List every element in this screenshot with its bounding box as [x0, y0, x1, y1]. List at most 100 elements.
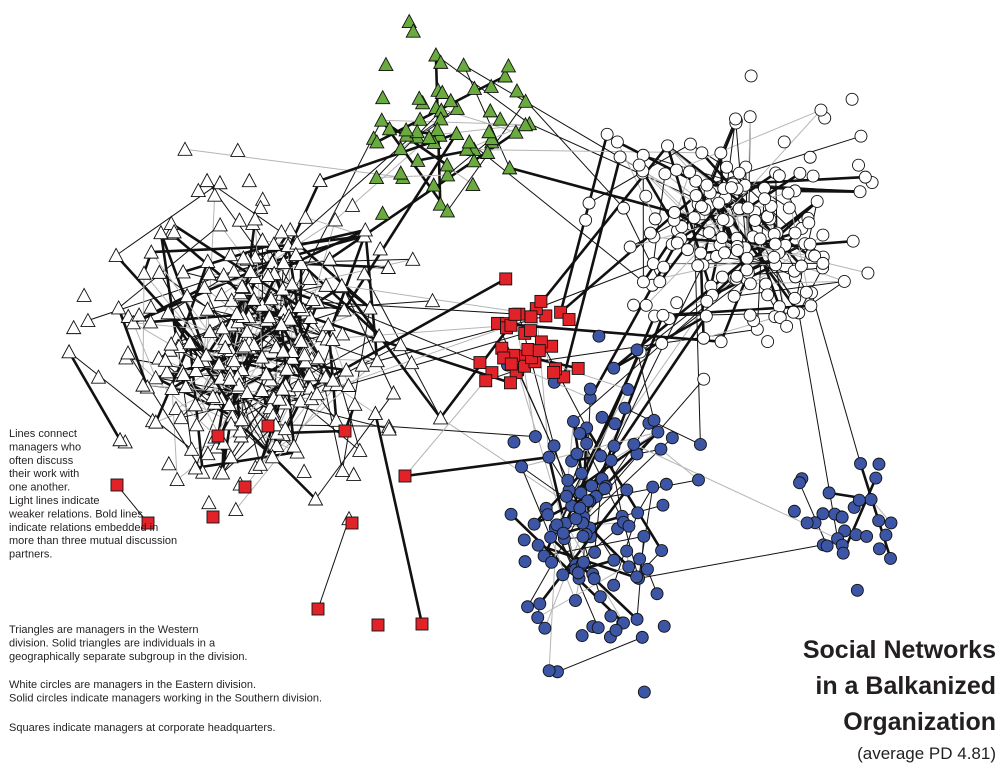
relation-edge: [624, 407, 701, 445]
manager-triangle: [205, 388, 221, 404]
manager-triangle: [345, 466, 362, 481]
manager-circle: [583, 382, 597, 396]
manager-triangle: [182, 334, 198, 350]
manager-triangle: [424, 292, 441, 308]
manager-circle: [849, 528, 863, 542]
manager-triangle: [215, 267, 232, 282]
relation-edge: [170, 343, 224, 444]
manager-circle: [741, 201, 755, 215]
manager-triangle: [293, 333, 310, 348]
manager-triangle: [254, 191, 271, 206]
manager-circle: [872, 542, 886, 556]
manager-square: [238, 480, 252, 494]
manager-triangle: [321, 251, 338, 266]
manager-circle: [630, 343, 644, 357]
manager-triangle: [398, 122, 414, 137]
manager-triangle: [188, 362, 204, 377]
manager-triangle: [160, 304, 176, 320]
manager-circle: [646, 480, 660, 494]
manager-square: [539, 309, 553, 323]
title-line: Social Networks: [803, 636, 996, 664]
manager-circle: [788, 226, 802, 240]
manager-triangle: [241, 172, 258, 188]
manager-triangle: [325, 331, 341, 347]
manager-triangle: [201, 265, 217, 281]
relation-edge: [376, 109, 442, 178]
manager-circle: [631, 506, 645, 520]
manager-circle: [542, 450, 556, 464]
manager-triangle: [439, 157, 455, 172]
manager-triangle: [328, 412, 345, 427]
manager-square: [534, 294, 548, 308]
relation-edge: [613, 264, 704, 447]
relation-edge: [132, 286, 205, 324]
manager-triangle: [374, 89, 391, 105]
manager-triangle: [206, 187, 223, 202]
manager-square: [508, 307, 522, 321]
manager-triangle: [252, 456, 268, 471]
manager-triangle: [482, 102, 499, 118]
manager-triangle: [223, 448, 239, 464]
relation-edge: [798, 312, 839, 539]
manager-circle: [595, 410, 609, 424]
manager-circle: [793, 166, 807, 180]
manager-square: [524, 310, 538, 324]
manager-circle: [507, 435, 521, 449]
manager-triangle: [334, 462, 351, 477]
manager-circle: [544, 530, 558, 544]
manager-triangle: [175, 264, 191, 279]
relation-edge: [132, 322, 157, 378]
manager-circle: [835, 510, 849, 524]
manager-triangle: [199, 253, 216, 268]
manager-triangle: [369, 134, 385, 149]
relation-edge: [254, 218, 263, 358]
manager-triangle: [143, 299, 159, 314]
manager-circle: [657, 260, 671, 274]
manager-triangle: [221, 396, 238, 412]
manager-circle: [528, 430, 542, 444]
manager-circle: [604, 609, 618, 623]
legend-line: Triangles are managers in the Western: [9, 624, 199, 636]
manager-circle: [786, 305, 800, 319]
relation-edge: [118, 224, 221, 309]
manager-triangle: [293, 255, 310, 271]
manager-circle: [702, 226, 716, 240]
manager-circle: [531, 538, 545, 552]
manager-square: [415, 617, 429, 631]
manager-circle: [692, 473, 705, 487]
relation-edge: [534, 328, 758, 363]
manager-circle: [657, 619, 671, 633]
relation-edge: [859, 463, 892, 559]
manager-triangle: [409, 123, 425, 139]
manager-circle: [803, 237, 817, 251]
manager-triangle: [190, 353, 206, 368]
manager-circle: [573, 427, 587, 440]
manager-triangle: [380, 259, 397, 274]
manager-circle: [632, 158, 646, 172]
manager-circle: [623, 240, 637, 254]
relation-edge: [435, 107, 517, 133]
manager-triangle: [301, 270, 318, 285]
manager-circle: [598, 482, 612, 496]
manager-triangle: [212, 370, 229, 385]
manager-triangle: [273, 316, 290, 332]
manager-circle: [724, 181, 738, 195]
manager-circle: [689, 189, 703, 202]
manager-triangle: [368, 169, 385, 185]
manager-square: [571, 361, 585, 375]
manager-circle: [681, 243, 695, 257]
manager-triangle: [434, 84, 451, 99]
manager-triangle: [301, 366, 318, 382]
manager-circle: [515, 460, 528, 474]
manager-circle: [712, 196, 726, 210]
manager-circle: [850, 583, 864, 597]
manager-triangle: [284, 275, 300, 291]
manager-triangle: [153, 224, 169, 240]
legend-line: White circles are managers in the Easter…: [9, 679, 256, 691]
manager-circle: [804, 299, 818, 313]
relation-edge: [535, 308, 550, 458]
manager-triangle: [448, 125, 465, 141]
manager-circle: [541, 508, 555, 522]
relation-edge: [315, 392, 394, 500]
manager-triangle: [233, 411, 250, 427]
